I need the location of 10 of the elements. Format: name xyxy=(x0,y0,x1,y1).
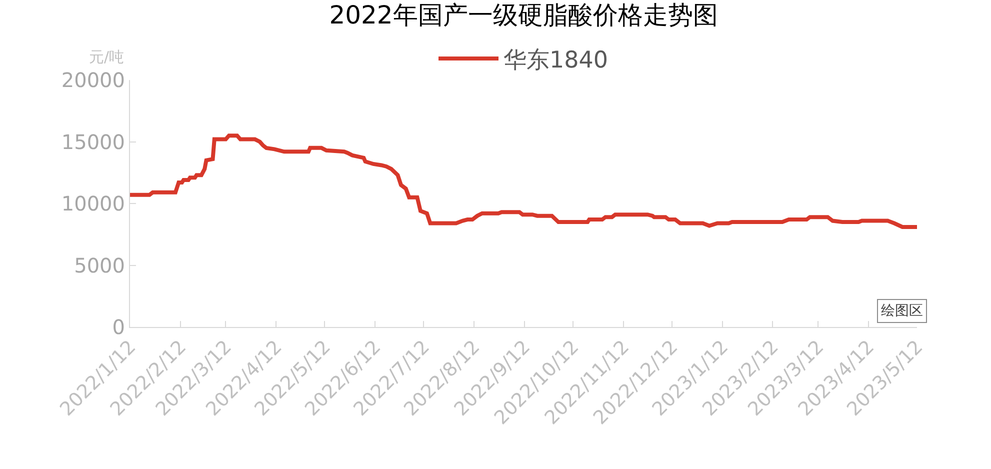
annotation: 绘图区 xyxy=(881,303,923,319)
chart-title: 2022年国产一级硬脂酸价格走势图 xyxy=(329,0,718,30)
y-axis-title: 元/吨 xyxy=(89,48,124,66)
y-tick-label: 0 xyxy=(112,315,125,339)
y-tick-label: 5000 xyxy=(74,253,125,278)
y-tick-label: 20000 xyxy=(61,68,125,92)
legend-label: 华东1840 xyxy=(504,47,608,74)
y-tick-label: 10000 xyxy=(61,192,125,216)
y-tick-label: 15000 xyxy=(61,130,125,154)
line-series xyxy=(130,134,917,229)
